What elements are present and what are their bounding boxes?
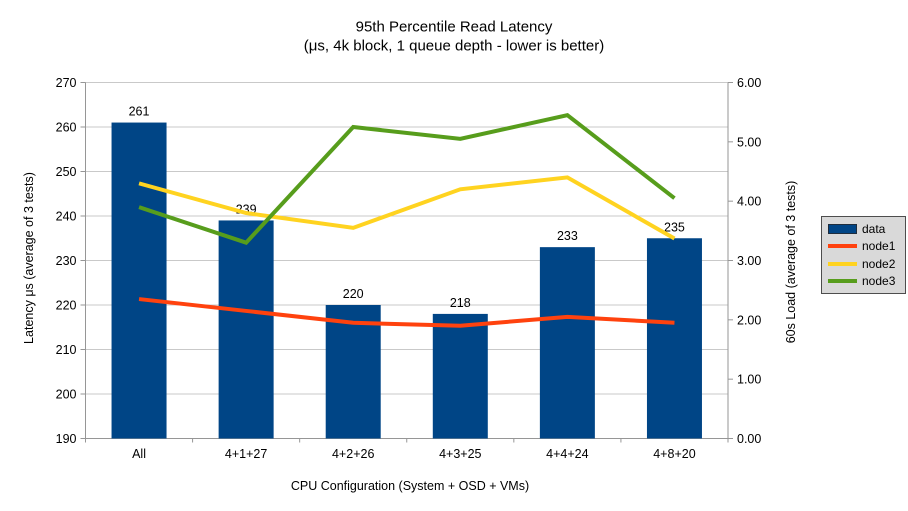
legend: data node1 node2 node3 [821,216,906,294]
legend-swatch-node1 [828,244,857,249]
left-axis-tick-label: 250 [56,165,77,179]
category-label: 4+3+25 [439,447,481,461]
right-axis-tick-label: 3.00 [737,254,761,268]
left-axis-tick-label: 190 [56,432,77,446]
left-axis-tick-label: 260 [56,121,77,135]
left-axis-tick-label: 270 [56,76,77,90]
legend-label: node1 [862,239,896,254]
legend-label: node3 [862,273,896,288]
category-label: 4+1+27 [225,447,267,461]
axes [80,82,733,443]
legend-label: data [862,222,886,236]
legend-label: node2 [862,256,896,271]
bar-value-label: 235 [664,220,685,234]
category-label: 4+8+20 [653,447,695,461]
gridlines [85,82,728,395]
bar-value-label: 220 [343,287,364,301]
category-labels: All 4+1+27 4+2+26 4+3+25 4+4+24 4+8+20 [132,447,696,461]
category-label: 4+2+26 [332,447,374,461]
bar-All [111,122,167,439]
chart-title: 95th Percentile Read Latency [355,18,553,36]
left-axis-tick-label: 200 [56,388,77,402]
bar-value-label: 233 [557,229,578,243]
bar-4+8+20 [646,238,702,439]
bar-4+3+25 [432,313,488,439]
legend-item-node1: node1 [828,240,899,252]
bar-value-label: 218 [450,296,471,310]
right-axis-tick-label: 0.00 [737,432,761,446]
right-axis-tick-label: 6.00 [737,76,761,90]
category-label: All [132,447,146,461]
legend-item-node3: node3 [828,275,899,287]
legend-swatch-data [828,224,857,234]
line-series-node3 [138,112,676,246]
axis-tick-labels: 190 200 210 220 230 240 250 260 270 0.00 1.00 2.00 3… [56,76,762,446]
bar-series-data [111,122,702,439]
bar-4+4+24 [539,247,595,439]
x-axis-title: CPU Configuration (System + OSD + VMs) [290,479,530,493]
legend-swatch-node2 [828,261,857,266]
chart-subtitle: (μs, 4k block, 1 queue depth - lower is … [303,37,605,55]
left-axis-tick-label: 230 [56,254,77,268]
bar-4+1+27 [218,220,274,439]
right-axis-tick-label: 5.00 [737,135,761,149]
left-axis-tick-label: 220 [56,299,77,313]
right-axis-tick-label: 2.00 [737,313,761,327]
left-axis-tick-label: 240 [56,210,77,224]
legend-item-node2: node2 [828,258,899,270]
right-axis-tick-label: 1.00 [737,373,761,387]
bar-4+2+26 [325,305,381,439]
category-label: 4+4+24 [546,447,588,461]
legend-item-data: data [828,223,899,235]
legend-swatch-node3 [828,278,857,283]
bar-value-label: 261 [129,105,150,119]
line-series-node2 [138,175,676,241]
left-axis-tick-label: 210 [56,343,77,357]
line-series-node1 [138,297,675,328]
right-axis-tick-label: 4.00 [737,195,761,209]
